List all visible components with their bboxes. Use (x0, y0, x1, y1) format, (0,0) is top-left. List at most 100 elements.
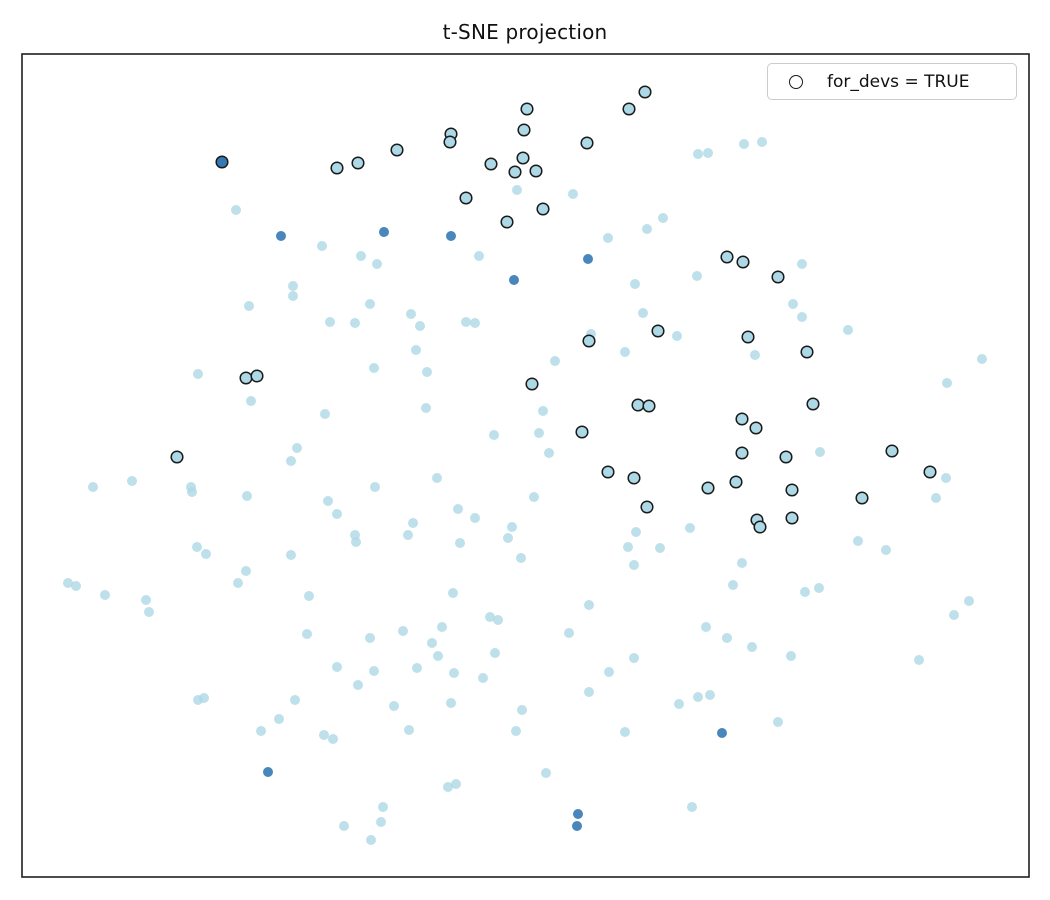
scatter-point (658, 213, 668, 223)
scatter-point (584, 687, 594, 697)
scatter-point (449, 668, 459, 678)
scatter-point (516, 553, 526, 563)
scatter-point (365, 299, 375, 309)
scatter-point (246, 396, 256, 406)
scatter-point (582, 334, 596, 348)
legend: for_devs = TRUE (767, 63, 1017, 100)
scatter-point (735, 412, 749, 426)
scatter-point (356, 251, 366, 261)
scatter-point (797, 312, 807, 322)
scatter-point (750, 350, 760, 360)
scatter-point (233, 578, 243, 588)
scatter-point (459, 191, 473, 205)
scatter-point (372, 259, 382, 269)
scatter-point (71, 581, 81, 591)
scatter-point (369, 363, 379, 373)
scatter-point (627, 471, 641, 485)
scatter-point (485, 612, 495, 622)
scatter-point (573, 809, 583, 819)
scatter-point (736, 255, 750, 269)
scatter-point (432, 473, 442, 483)
scatter-point (446, 231, 456, 241)
scatter-point (534, 428, 544, 438)
scatter-point (489, 430, 499, 440)
scatter-point (584, 600, 594, 610)
scatter-point (949, 610, 959, 620)
scatter-point (141, 595, 151, 605)
scatter-point (717, 728, 727, 738)
scatter-point (516, 151, 530, 165)
scatter-point (320, 409, 330, 419)
scatter-point (785, 483, 799, 497)
scatter-point (779, 450, 793, 464)
scatter-point (292, 443, 302, 453)
scatter-point (701, 622, 711, 632)
scatter-point (741, 330, 755, 344)
scatter-point (317, 241, 327, 251)
scatter-point (651, 324, 665, 338)
scatter-point (815, 447, 825, 457)
scatter-point (942, 378, 952, 388)
chart-title: t-SNE projection (442, 20, 608, 44)
scatter-point (797, 259, 807, 269)
scatter-point (288, 281, 298, 291)
scatter-point (604, 667, 614, 677)
scatter-point (631, 527, 641, 537)
scatter-point (785, 511, 799, 525)
scatter-point (674, 699, 684, 709)
scatter-point (328, 734, 338, 744)
scatter-point (855, 491, 869, 505)
scatter-point (629, 560, 639, 570)
scatter-point (274, 714, 284, 724)
scatter-point (806, 397, 820, 411)
scatter-point (231, 205, 241, 215)
scatter-point (263, 767, 273, 777)
scatter-point (250, 369, 264, 383)
legend-label: for_devs = TRUE (827, 71, 970, 92)
scatter-point (351, 156, 365, 170)
scatter-point (201, 549, 211, 559)
scatter-point (478, 673, 488, 683)
scatter-point (288, 291, 298, 301)
scatter-point (638, 308, 648, 318)
scatter-point (853, 536, 863, 546)
scatter-point (304, 591, 314, 601)
scatter-point (427, 638, 437, 648)
scatter-point (747, 642, 757, 652)
scatter-point (757, 137, 767, 147)
scatter-point (455, 538, 465, 548)
scatter-point (720, 250, 734, 264)
scatter-point (443, 135, 457, 149)
scatter-point (640, 500, 654, 514)
scatter-point (421, 403, 431, 413)
scatter-point (601, 465, 615, 479)
points-layer (63, 85, 987, 845)
scatter-point (199, 693, 209, 703)
scatter-point (319, 730, 329, 740)
scatter-point (144, 607, 154, 617)
scatter-point (470, 318, 480, 328)
scatter-point (638, 85, 652, 99)
scatter-point (437, 622, 447, 632)
scatter-point (881, 545, 891, 555)
scatter-point (408, 518, 418, 528)
scatter-point (239, 371, 253, 385)
scatter-point (603, 233, 613, 243)
scatter-point (705, 690, 715, 700)
scatter-point (88, 482, 98, 492)
scatter-point (583, 254, 593, 264)
scatter-point (701, 481, 715, 495)
scatter-point (508, 165, 522, 179)
scatter-point (302, 629, 312, 639)
scatter-point (509, 275, 519, 285)
scatter-point (453, 504, 463, 514)
scatter-point (525, 377, 539, 391)
scatter-point (474, 251, 484, 261)
scatter-point (242, 491, 252, 501)
scatter-point (215, 155, 229, 169)
scatter-point (378, 802, 388, 812)
scatter-point (376, 817, 386, 827)
open-circle-icon (789, 74, 803, 89)
scatter-point (353, 680, 363, 690)
